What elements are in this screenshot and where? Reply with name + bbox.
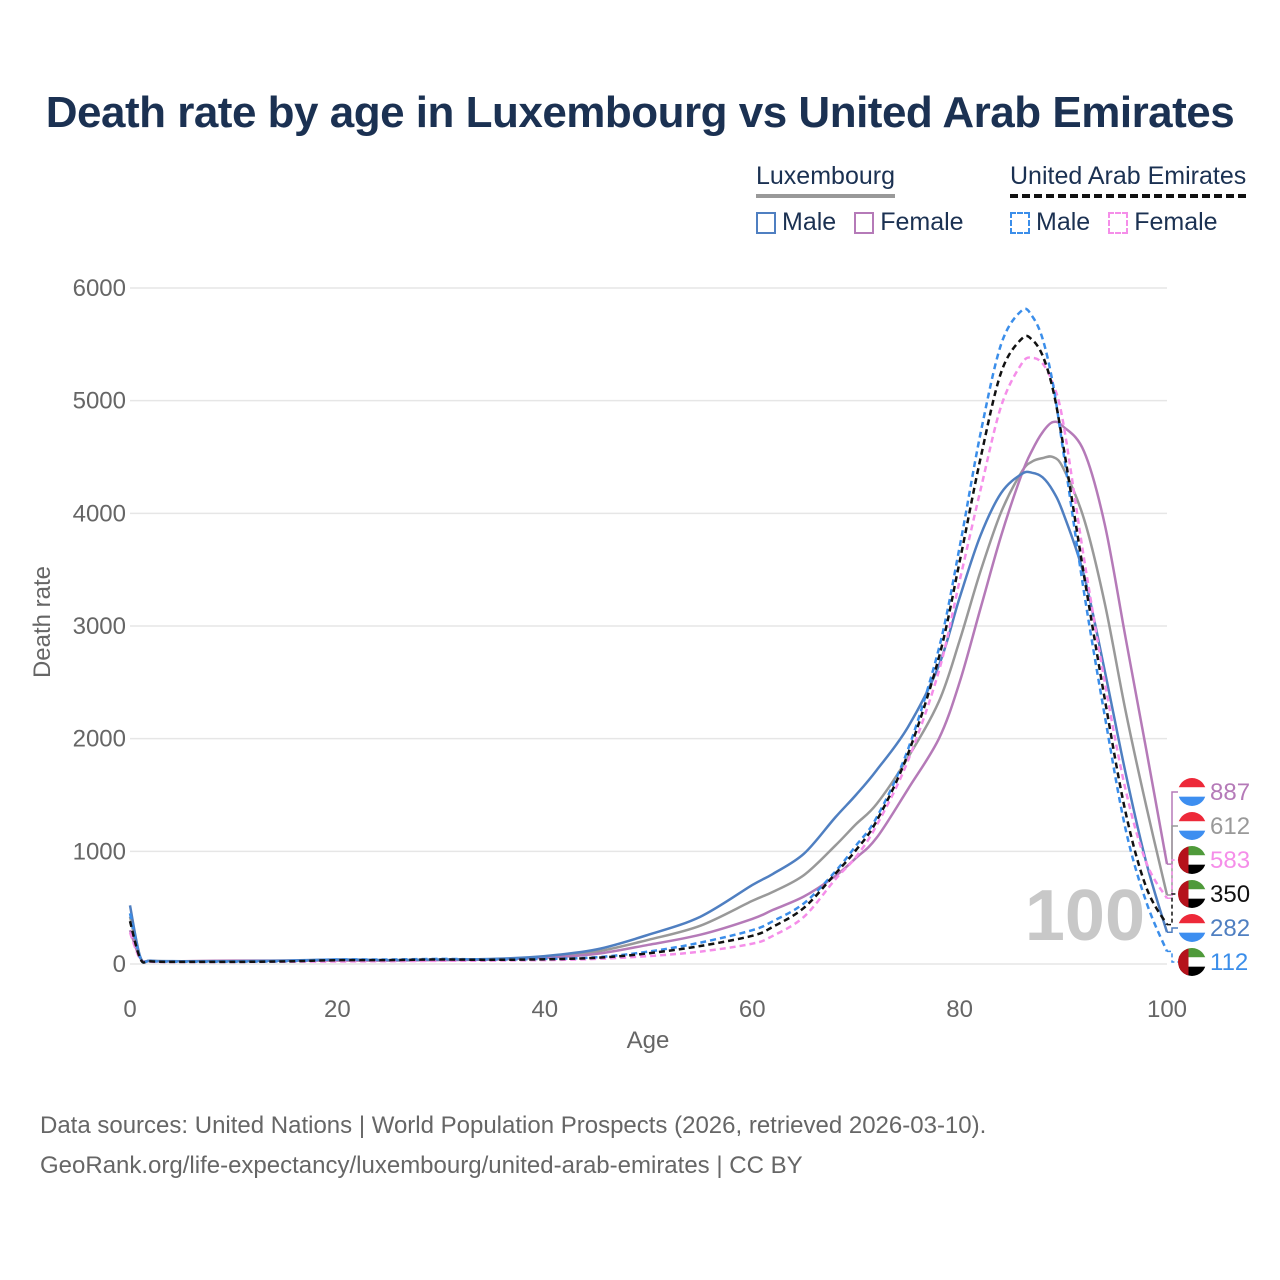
x-tick-label: 40	[531, 996, 558, 1023]
source-line-2[interactable]: GeoRank.org/life-expectancy/luxembourg/u…	[40, 1152, 803, 1179]
y-tick-label: 0	[113, 951, 126, 978]
legend-luxembourg: Luxembourg Male Female	[756, 162, 976, 237]
end-label-connector	[1167, 927, 1178, 933]
legend-uae-male-swatch	[1010, 211, 1030, 234]
series-line-uae-male	[128, 307, 1169, 964]
uae-flag-icon	[1178, 948, 1206, 976]
series-line-uae-total	[128, 334, 1169, 964]
legend-lux-male-swatch	[756, 211, 776, 234]
uae-flag-icon	[1178, 846, 1206, 874]
y-tick-label: 4000	[73, 500, 126, 527]
x-tick-label: 0	[123, 996, 136, 1023]
y-tick-label: 6000	[73, 275, 126, 302]
end-label-value: 583	[1210, 847, 1250, 874]
end-label-connector	[1167, 893, 1178, 926]
y-axis-ticks: 0 1000 2000 3000 4000 5000 6000	[73, 275, 126, 978]
x-tick-label: 100	[1147, 996, 1187, 1023]
end-label-connector	[1167, 950, 1178, 963]
y-tick-label: 2000	[73, 726, 126, 753]
legend-country-uae: United Arab Emirates	[1010, 162, 1247, 198]
x-tick-label: 80	[946, 996, 973, 1023]
legend-lux-male[interactable]: Male	[756, 208, 836, 237]
x-tick-label: 60	[739, 996, 766, 1023]
end-labels: 887 612 583 350 282 112	[1167, 778, 1250, 976]
uae-flag-icon	[1178, 880, 1206, 908]
legend-lux-male-label: Male	[782, 208, 837, 236]
x-axis-label: Age	[627, 1027, 670, 1054]
x-axis-ticks: 0 20 40 60 80 100	[123, 996, 1187, 1023]
legend-uae-male[interactable]: Male	[1010, 208, 1090, 237]
source-note: Data sources: United Nations | World Pop…	[40, 1106, 986, 1186]
y-tick-label: 5000	[73, 388, 126, 415]
y-tick-label: 3000	[73, 613, 126, 640]
chart-title: Death rate by age in Luxembourg vs Unite…	[45, 88, 1235, 137]
end-label-connector	[1167, 859, 1178, 900]
end-label-value: 887	[1210, 779, 1250, 806]
legend-lux-female-swatch	[854, 211, 875, 234]
source-line-1: Data sources: United Nations | World Pop…	[40, 1112, 987, 1139]
end-label-value: 112	[1210, 949, 1248, 976]
legend-uae-female-swatch	[1108, 211, 1129, 234]
legend-country-luxembourg: Luxembourg	[756, 162, 895, 198]
legend-lux-female[interactable]: Female	[854, 208, 964, 237]
end-label-value: 350	[1210, 881, 1250, 908]
series-line-uae-female	[128, 356, 1169, 964]
end-label-value: 612	[1210, 813, 1250, 840]
series-line-lux-total	[128, 455, 1169, 964]
grid-lines	[130, 287, 1167, 965]
series-line-lux-male	[128, 470, 1169, 964]
legend-uae: United Arab Emirates Male Female	[1010, 162, 1247, 237]
luxembourg-flag-icon	[1178, 812, 1206, 840]
x-tick-label: 20	[324, 996, 351, 1023]
y-tick-label: 1000	[73, 838, 126, 865]
series-lines	[128, 307, 1169, 964]
legend-lux-female-label: Female	[880, 208, 964, 236]
series-line-lux-female	[128, 420, 1169, 963]
end-label-value: 282	[1210, 915, 1250, 942]
legend-uae-male-label: Male	[1036, 208, 1091, 236]
luxembourg-flag-icon	[1178, 914, 1206, 942]
current-age-label: 100	[1025, 876, 1145, 956]
y-axis-label: Death rate	[29, 566, 56, 678]
legend-uae-female[interactable]: Female	[1108, 208, 1218, 237]
legend-uae-female-label: Female	[1134, 208, 1218, 236]
luxembourg-flag-icon	[1178, 778, 1206, 806]
